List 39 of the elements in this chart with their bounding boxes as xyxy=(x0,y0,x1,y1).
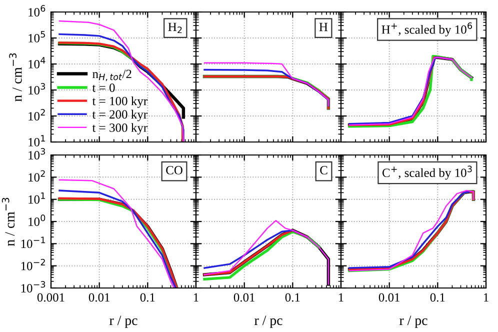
x-tick-label: 1 xyxy=(484,293,488,302)
annotation: H xyxy=(319,22,328,32)
y-tick-label: 10$^{3}$ xyxy=(28,83,45,94)
x-tick-label: 0.1 xyxy=(140,293,155,302)
annotation: CO xyxy=(166,166,182,174)
legend-label: t = 100 kyr xyxy=(92,96,148,108)
y-tick-label: 10$^{3}$ xyxy=(28,148,45,160)
x-axis-title: r / pc xyxy=(400,316,428,328)
x-axis-title: r / pc xyxy=(254,316,282,328)
y-tick-label: 10$^{2}$ xyxy=(28,109,45,120)
annotation: H$^{+}$, scaled by 10$^{6}$ xyxy=(382,22,472,36)
y-tick-label: 10$^{1}$ xyxy=(28,135,45,146)
y-tick-label: 10$^{6}$ xyxy=(28,5,46,16)
y-tick-label: 10$^{−3}$ xyxy=(21,281,46,292)
y-tick-label: 10$^{1}$ xyxy=(28,192,45,204)
x-tick-label: 0.1 xyxy=(430,293,445,302)
legend-label: t = 200 kyr xyxy=(92,110,148,122)
y-axis-title: n / cm$^{−3}$ xyxy=(2,198,15,246)
x-tick-label: 0.01 xyxy=(88,293,110,302)
x-tick-label: 0.01 xyxy=(234,293,255,302)
y-tick-label: 10$^{0}$ xyxy=(28,214,46,226)
x-tick-label: 0.001 xyxy=(37,293,64,302)
legend-label: n$_{H,tot}$/2 xyxy=(92,70,132,82)
annotation: C$^{+}$, scaled by 10$^{3}$ xyxy=(382,166,472,180)
x-tick-label: 1 xyxy=(194,293,198,302)
annotation: C xyxy=(320,166,328,174)
y-tick-label: 10$^{5}$ xyxy=(28,31,45,42)
annotation: H$_{2}$ xyxy=(168,22,182,34)
y-tick-label: 10$^{4}$ xyxy=(28,57,46,68)
y-tick-label: 10$^{−1}$ xyxy=(21,236,45,248)
x-tick-label: 0.01 xyxy=(378,293,400,302)
y-tick-label: 10$^{2}$ xyxy=(28,170,45,182)
legend-label: t = 300 kyr xyxy=(92,123,148,134)
y-axis-title: n / cm$^{−3}$ xyxy=(9,53,22,102)
y-tick-label: 10$^{−2}$ xyxy=(21,258,45,270)
legend-label: t = 0 xyxy=(92,84,115,92)
x-tick-label: 1 xyxy=(338,293,344,302)
x-tick-label: 0.1 xyxy=(285,293,300,302)
x-axis-title: r / pc xyxy=(110,316,138,328)
